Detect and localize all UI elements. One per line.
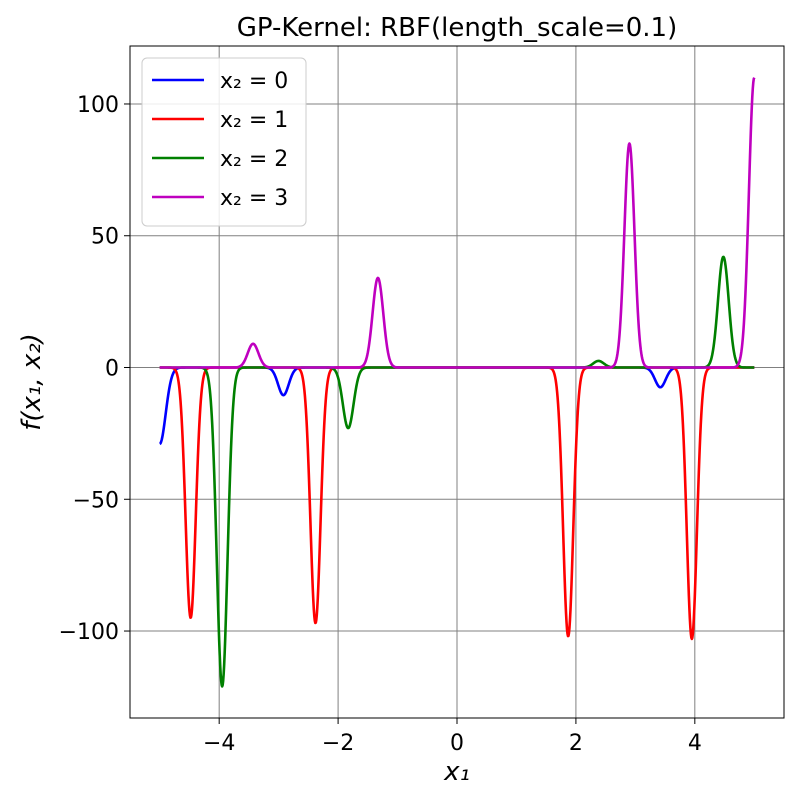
chart-title: GP-Kernel: RBF(length_scale=0.1) (237, 13, 678, 43)
y-tick-label: 0 (105, 357, 119, 382)
x-tick-label: 2 (569, 731, 583, 756)
x-tick-label: −4 (203, 731, 235, 756)
legend: x₂ = 0 x₂ = 1 x₂ = 2 x₂ = 3 (141, 57, 307, 227)
legend-label: x₂ = 3 (220, 186, 288, 211)
x-tick-label: −2 (322, 731, 354, 756)
y-tick-label: 100 (77, 93, 119, 118)
y-tick-label: −100 (59, 620, 119, 645)
x-tick-label: 0 (450, 731, 464, 756)
ticks: −4 −2 0 2 4 100 50 0 −50 −100 (59, 93, 702, 756)
legend-label: x₂ = 1 (220, 108, 288, 133)
series-group (158, 77, 756, 688)
y-tick-label: −50 (73, 488, 119, 513)
x-tick-label: 4 (688, 731, 702, 756)
legend-label: x₂ = 2 (220, 147, 288, 172)
y-tick-label: 50 (91, 225, 119, 250)
legend-label: x₂ = 0 (220, 69, 288, 94)
legend-box (141, 57, 307, 227)
series-line-3 (158, 77, 756, 369)
x-axis-label: x₁ (443, 757, 470, 787)
y-axis-label: f(x₁, x₂) (17, 333, 47, 431)
